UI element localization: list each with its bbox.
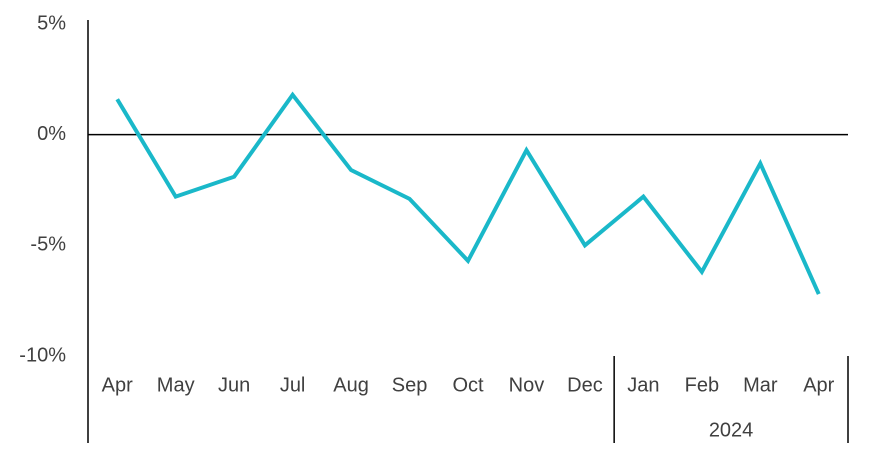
line xyxy=(115,91,821,295)
x-tick-label: Apr xyxy=(803,374,834,396)
x-tick-label: Apr xyxy=(102,374,133,396)
y-tick-label: -5% xyxy=(30,234,66,256)
y-tick-label: 0% xyxy=(37,123,66,145)
y-tick-label: -10% xyxy=(19,344,66,366)
group-label: 2024 xyxy=(709,419,754,441)
x-tick-label: Nov xyxy=(509,374,545,396)
y-tick-label: 5% xyxy=(37,12,66,34)
x-tick-label: Feb xyxy=(685,374,719,396)
x-tick-label: Dec xyxy=(567,374,603,396)
x-tick-label: Sep xyxy=(392,374,428,396)
x-tick-label: Jul xyxy=(280,374,306,396)
x-tick-label: Aug xyxy=(333,374,369,396)
x-tick-label: Jun xyxy=(218,374,250,396)
x-tick-label: Oct xyxy=(452,374,484,396)
x-tick-label: May xyxy=(157,374,195,396)
x-tick-label: Jan xyxy=(627,374,659,396)
x-tick-label: Mar xyxy=(743,374,778,396)
